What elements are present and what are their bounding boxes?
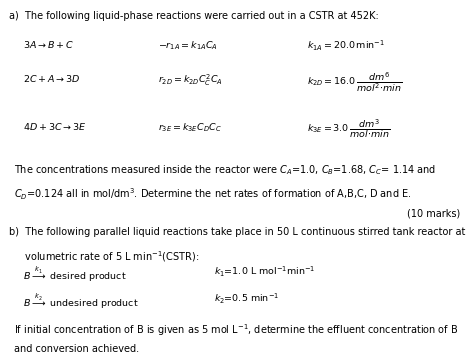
Text: $r_{3E}=k_{3E}C_DC_C$: $r_{3E}=k_{3E}C_DC_C$ <box>158 121 222 134</box>
Text: $3A \rightarrow B+C$: $3A \rightarrow B+C$ <box>23 39 74 50</box>
Text: $k_{1A}=20.0\,\mathrm{min}^{-1}$: $k_{1A}=20.0\,\mathrm{min}^{-1}$ <box>307 39 385 54</box>
Text: $k_{2D}=16.0\,\dfrac{dm^6}{mol^2{\cdot}min}$: $k_{2D}=16.0\,\dfrac{dm^6}{mol^2{\cdot}m… <box>307 70 402 94</box>
Text: $C_D$=0.124 all in mol/dm$^3$. Determine the net rates of formation of A,B,C, D : $C_D$=0.124 all in mol/dm$^3$. Determine… <box>14 187 411 202</box>
Text: volumetric rate of 5 L min$^{-1}$(CSTR):: volumetric rate of 5 L min$^{-1}$(CSTR): <box>9 249 200 264</box>
Text: The concentrations measured inside the reactor were $C_A$=1.0, $C_B$=1.68, $C_C$: The concentrations measured inside the r… <box>14 163 437 177</box>
Text: $-r_{1A}=k_{1A}C_A$: $-r_{1A}=k_{1A}C_A$ <box>158 39 218 52</box>
Text: (10 marks): (10 marks) <box>407 208 460 218</box>
Text: $r_{2D}=k_{2D}C_C^2C_A$: $r_{2D}=k_{2D}C_C^2C_A$ <box>158 73 223 88</box>
Text: $4D+3C \rightarrow 3E$: $4D+3C \rightarrow 3E$ <box>23 121 87 132</box>
Text: $B \overset{k_1}{\longrightarrow}$ desired product: $B \overset{k_1}{\longrightarrow}$ desir… <box>23 265 127 284</box>
Text: a)  The following liquid-phase reactions were carried out in a CSTR at 452K:: a) The following liquid-phase reactions … <box>9 12 379 21</box>
Text: and conversion achieved.: and conversion achieved. <box>14 344 139 354</box>
Text: $k_2$=0.5 min$^{-1}$: $k_2$=0.5 min$^{-1}$ <box>214 292 279 306</box>
Text: $B \overset{k_2}{\longrightarrow}$ undesired product: $B \overset{k_2}{\longrightarrow}$ undes… <box>23 292 139 311</box>
Text: If initial concentration of B is given as 5 mol L$^{-1}$, determine the effluent: If initial concentration of B is given a… <box>14 322 458 338</box>
Text: $k_1$=1.0 L mol$^{-1}$min$^{-1}$: $k_1$=1.0 L mol$^{-1}$min$^{-1}$ <box>214 265 315 279</box>
Text: b)  The following parallel liquid reactions take place in 50 L continuous stirre: b) The following parallel liquid reactio… <box>9 226 466 237</box>
Text: $k_{3E}=3.0\,\dfrac{dm^3}{mol{\cdot}min}$: $k_{3E}=3.0\,\dfrac{dm^3}{mol{\cdot}min}… <box>307 118 390 141</box>
Text: $2C+A \rightarrow 3D$: $2C+A \rightarrow 3D$ <box>23 73 81 84</box>
